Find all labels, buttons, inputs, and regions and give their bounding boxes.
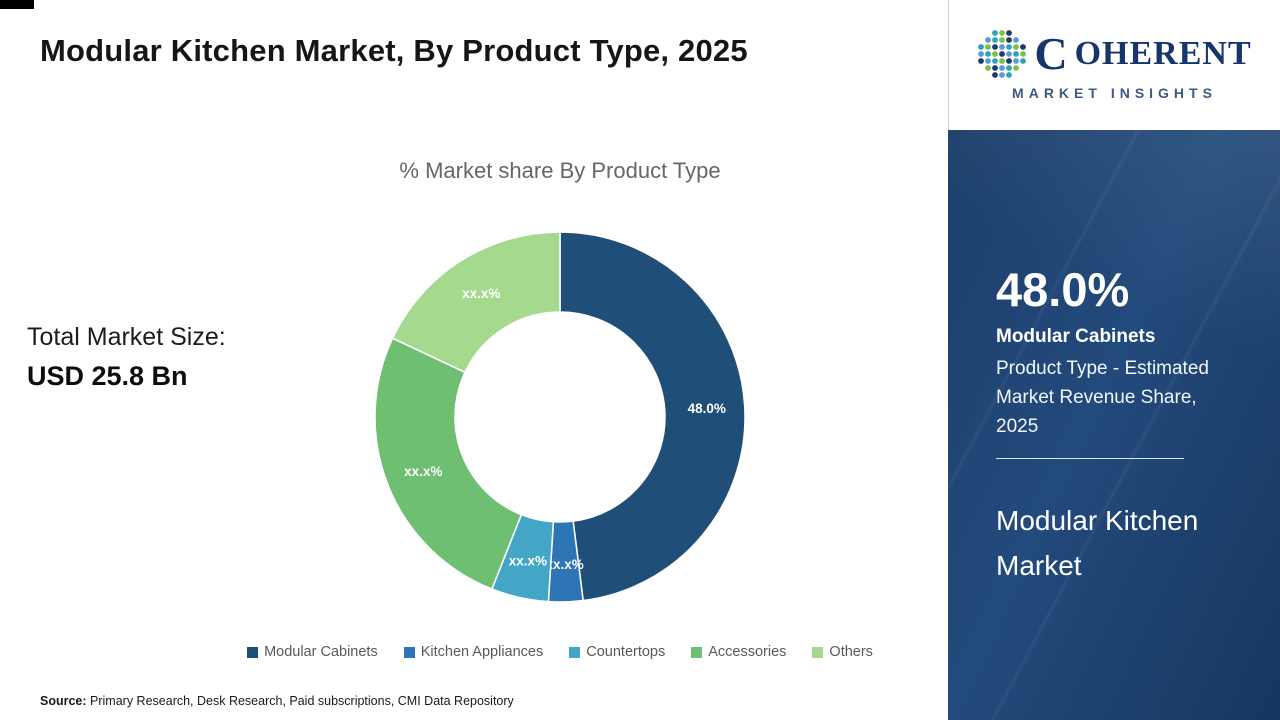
logo-dot (992, 44, 999, 50)
slice-label-modular-cabinets: 48.0% (688, 401, 726, 416)
highlight-panel: 48.0% Modular Cabinets Product Type - Es… (948, 130, 1280, 720)
legend-label-countertops: Countertops (586, 644, 666, 660)
logo-dot (1006, 58, 1013, 64)
source-text: Primary Research, Desk Research, Paid su… (90, 694, 514, 708)
legend-label-modular-cabinets: Modular Cabinets (264, 644, 378, 660)
logo-dot (985, 58, 992, 64)
logo-dot (1020, 58, 1027, 64)
source-label: Source: (40, 694, 87, 708)
logo-dot (978, 51, 985, 57)
logo-dot (992, 37, 999, 43)
highlight-stat-description: Product Type - Estimated Market Revenue … (996, 358, 1209, 437)
legend-swatch-modular-cabinets (247, 646, 259, 658)
logo-dot (1013, 58, 1020, 64)
donut-slice-others (391, 231, 561, 374)
total-market-size-label: Total Market Size: (27, 323, 226, 351)
logo-wordmark: OHERENT (1074, 35, 1252, 72)
logo-dot (999, 72, 1006, 78)
logo-dot (999, 44, 1006, 50)
logo-dot (1013, 44, 1020, 50)
logo-dot (992, 58, 999, 64)
legend-swatch-countertops (569, 646, 581, 658)
logo-tagline: MARKET INSIGHTS (1012, 85, 1217, 101)
panel-divider (996, 458, 1184, 459)
logo-dot (1006, 37, 1013, 43)
logo-dot (1013, 37, 1020, 43)
logo-dot (985, 51, 992, 57)
donut-chart-svg: 48.0%xx.x%xx.x%xx.x%xx.x% (374, 231, 746, 603)
corner-artifact (0, 0, 34, 9)
logo-dot (999, 65, 1006, 71)
legend-item-others: Others (812, 644, 873, 660)
logo-dot (999, 51, 1006, 57)
logo-dot (999, 58, 1006, 64)
page-title: Modular Kitchen Market, By Product Type,… (40, 33, 748, 68)
chart-legend: Modular Cabinets Kitchen Appliances Counte… (160, 644, 960, 660)
right-sidebar: C OHERENT MARKET INSIGHTS 48.0% Modular … (948, 0, 1280, 720)
legend-label-others: Others (829, 644, 873, 660)
logo-dot (985, 65, 992, 71)
legend-item-kitchen-appliances: Kitchen Appliances (403, 644, 544, 660)
donut-slice-accessories (374, 337, 523, 590)
logo-dot (978, 58, 985, 64)
slice-label-countertops: xx.x% (509, 553, 547, 568)
dot-globe-icon (978, 30, 1027, 78)
brand-logo-box: C OHERENT MARKET INSIGHTS (948, 0, 1280, 130)
panel-report-title: Modular Kitchen Market (996, 505, 1199, 581)
logo-dot (1006, 30, 1013, 36)
chart-subtitle: % Market share By Product Type (399, 158, 721, 183)
logo-dot (999, 30, 1006, 36)
logo-dot (1013, 65, 1020, 71)
logo-dot (1013, 51, 1020, 57)
legend-label-kitchen-appliances: Kitchen Appliances (420, 644, 544, 660)
source-line: Source: Primary Research, Desk Research,… (40, 694, 514, 708)
logo-dot (999, 37, 1006, 43)
legend-swatch-accessories (691, 646, 703, 658)
slice-label-accessories: xx.x% (404, 464, 442, 479)
logo-dot (1006, 72, 1013, 78)
legend-item-modular-cabinets: Modular Cabinets (247, 644, 378, 660)
logo-dot (1006, 51, 1013, 57)
logo-dot (985, 37, 992, 43)
logo-dot (1006, 65, 1013, 71)
logo-dot (1020, 51, 1027, 57)
donut-slice-modular-cabinets (559, 231, 746, 602)
total-market-size-value: USD 25.8 Bn (27, 361, 188, 391)
highlight-stat-name: Modular Cabinets (996, 326, 1156, 347)
total-market-size-block: Total Market Size: USD 25.8 Bn (27, 323, 226, 392)
legend-label-accessories: Accessories (708, 644, 787, 660)
logo-dot (992, 30, 999, 36)
legend-swatch-kitchen-appliances (403, 646, 415, 658)
logo-dot (1020, 44, 1027, 50)
highlight-stat-value: 48.0% (996, 263, 1130, 316)
logo-dot (992, 72, 999, 78)
logo-dot (1006, 44, 1013, 50)
legend-item-countertops: Countertops (569, 644, 665, 660)
logo-dot (992, 65, 999, 71)
logo-dot (978, 44, 985, 50)
donut-chart: 48.0% xx.x% xx.x% xx.x% xx.x% (370, 227, 750, 607)
logo-dot (992, 51, 999, 57)
logo-dot (985, 44, 992, 50)
slice-label-kitchen-appliances: xx.x% (545, 557, 583, 572)
legend-item-accessories: Accessories (691, 644, 786, 660)
logo-initial: C (1034, 28, 1068, 79)
legend-swatch-others (812, 646, 824, 658)
slice-label-others: xx.x% (462, 286, 500, 301)
brand-logo: C OHERENT (977, 29, 1251, 79)
